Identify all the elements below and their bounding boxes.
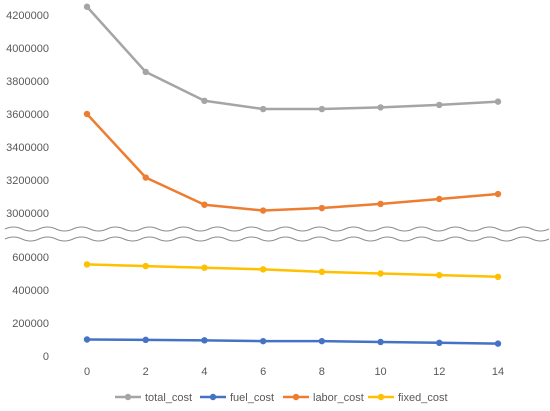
data-point-fixed_cost <box>201 264 208 271</box>
data-point-fixed_cost <box>83 261 91 268</box>
x-tick-label: 2 <box>143 366 149 378</box>
x-tick-label: 6 <box>260 366 266 378</box>
data-point-total_cost <box>377 104 384 111</box>
x-axis-tick-labels: 0 2 4 6 8 10 12 14 <box>84 366 504 378</box>
data-point-labor_cost <box>318 204 326 212</box>
data-point-total_cost <box>436 101 443 109</box>
data-point-labor_cost <box>201 201 208 208</box>
series-line-fuel_cost <box>86 338 499 345</box>
data-point-fixed_cost <box>259 266 267 273</box>
legend-label-fuel_cost: fuel_cost <box>230 392 274 404</box>
legend-label-total_cost: total_cost <box>145 392 192 404</box>
data-point-fuel_cost <box>494 340 502 347</box>
data-point-fuel_cost <box>201 337 208 344</box>
y-axis-tick-labels: 4200000400000038000003600000340000032000… <box>6 10 49 363</box>
axis-break <box>0 226 550 242</box>
data-point-total_cost <box>494 98 502 105</box>
y-tick-label: 400000 <box>12 285 49 297</box>
data-point-fixed_cost <box>494 273 502 280</box>
data-point-fuel_cost <box>377 338 384 346</box>
data-point-labor_cost <box>83 110 91 118</box>
x-tick-label: 0 <box>84 366 90 378</box>
data-point-total_cost <box>259 105 267 113</box>
y-tick-label: 3200000 <box>6 175 49 187</box>
y-tick-label: 4000000 <box>6 43 49 55</box>
legend-label-fixed_cost: fixed_cost <box>398 392 448 404</box>
data-point-fixed_cost <box>436 271 443 279</box>
data-point-labor_cost <box>436 195 443 203</box>
data-point-labor_cost <box>142 174 149 181</box>
x-tick-label: 10 <box>374 366 386 378</box>
data-point-fuel_cost <box>142 336 149 344</box>
x-tick-label: 8 <box>319 366 325 378</box>
y-tick-label: 3800000 <box>6 76 49 88</box>
y-tick-label: 3000000 <box>6 208 49 220</box>
data-point-total_cost <box>83 3 91 10</box>
legend: total_cost fuel_cost labor_cost fixed_cost <box>115 392 448 404</box>
data-point-fixed_cost <box>142 262 149 270</box>
axis-break-line <box>4 236 550 242</box>
data-point-labor_cost <box>494 190 502 198</box>
x-tick-label: 12 <box>433 366 445 378</box>
y-tick-label: 4200000 <box>6 10 49 22</box>
series-line-total_cost <box>86 5 499 111</box>
data-point-fuel_cost <box>436 339 443 346</box>
y-tick-label: 3400000 <box>6 142 49 154</box>
data-point-fixed_cost <box>377 270 384 277</box>
data-point-labor_cost <box>259 207 267 214</box>
data-point-fixed_cost <box>318 268 326 276</box>
series-markers <box>83 3 502 347</box>
data-point-total_cost <box>318 105 326 113</box>
x-tick-label: 4 <box>201 366 207 378</box>
axis-break-line <box>4 226 550 232</box>
data-point-total_cost <box>142 68 149 76</box>
legend-marker-fixed_cost <box>377 393 385 401</box>
legend-label-labor_cost: labor_cost <box>313 392 364 404</box>
x-tick-label: 14 <box>492 366 504 378</box>
y-tick-label: 0 <box>43 351 49 363</box>
data-point-fuel_cost <box>83 336 91 343</box>
data-point-total_cost <box>201 97 208 105</box>
legend-marker-fuel_cost <box>209 393 217 401</box>
legend-marker-labor_cost <box>292 393 300 401</box>
y-tick-label: 3600000 <box>6 109 49 121</box>
series-lines <box>86 5 499 345</box>
data-point-labor_cost <box>377 200 384 208</box>
data-point-fuel_cost <box>259 337 267 345</box>
legend-marker-total_cost <box>124 393 132 401</box>
y-tick-label: 600000 <box>12 252 49 264</box>
axis-break-gap <box>0 227 550 241</box>
series-line-fixed_cost <box>86 263 499 279</box>
y-tick-label: 200000 <box>12 318 49 330</box>
series-line-labor_cost <box>86 113 499 212</box>
data-point-fuel_cost <box>318 337 326 345</box>
